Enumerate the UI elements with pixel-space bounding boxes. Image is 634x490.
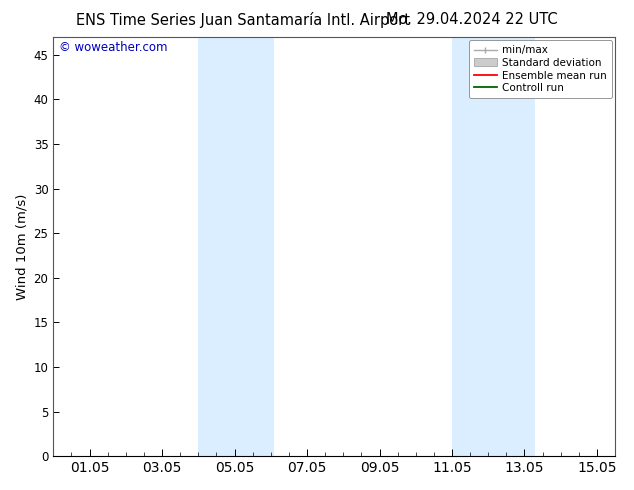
- Bar: [198, 37, 275, 456]
- Text: © woweather.com: © woweather.com: [59, 41, 167, 54]
- Bar: [452, 37, 535, 456]
- Y-axis label: Wind 10m (m/s): Wind 10m (m/s): [15, 194, 28, 300]
- Legend: min/max, Standard deviation, Ensemble mean run, Controll run: min/max, Standard deviation, Ensemble me…: [469, 40, 612, 98]
- Text: ENS Time Series Juan Santamaría Intl. Airport: ENS Time Series Juan Santamaría Intl. Ai…: [76, 12, 410, 28]
- Text: Mo. 29.04.2024 22 UTC: Mo. 29.04.2024 22 UTC: [386, 12, 558, 27]
